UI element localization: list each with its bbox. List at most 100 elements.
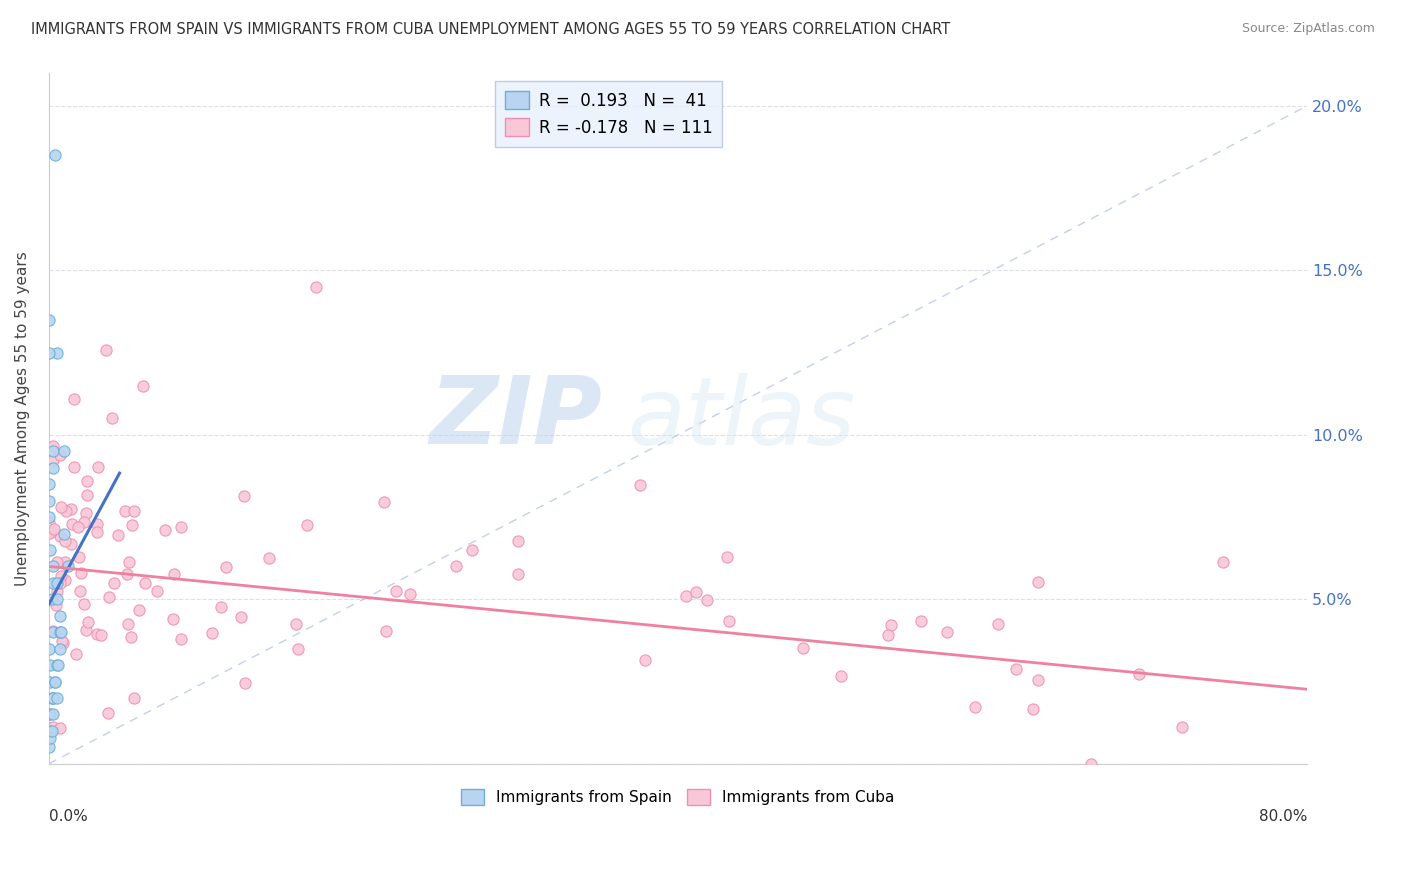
- Point: [41, 592, 63, 607]
- Point: [877, 627, 900, 641]
- Point: [170, 519, 193, 533]
- Point: [38, 477, 60, 491]
- Point: [75, 506, 97, 520]
- Point: [51, 569, 73, 583]
- Point: [49, 608, 72, 623]
- Text: 80.0%: 80.0%: [1258, 809, 1308, 823]
- Point: [39, 674, 62, 689]
- Point: [42, 691, 65, 706]
- Point: [45, 691, 67, 706]
- Point: [86, 459, 108, 474]
- Point: [97, 590, 120, 604]
- Point: [70, 566, 93, 580]
- Point: [287, 641, 309, 656]
- Point: [49, 625, 72, 640]
- Point: [285, 617, 308, 632]
- Point: [117, 617, 139, 632]
- Point: [41, 720, 63, 734]
- Point: [231, 610, 253, 624]
- Point: [46, 658, 69, 673]
- Point: [51, 625, 73, 640]
- Point: [38, 510, 60, 524]
- Text: 0.0%: 0.0%: [49, 809, 87, 823]
- Point: [39, 723, 62, 738]
- Legend: Immigrants from Spain, Immigrants from Cuba: Immigrants from Spain, Immigrants from C…: [456, 782, 901, 812]
- Point: [44, 674, 66, 689]
- Point: [55, 504, 77, 518]
- Point: [53, 444, 76, 458]
- Point: [69, 584, 91, 599]
- Point: [45, 592, 67, 607]
- Point: [42, 444, 65, 458]
- Point: [115, 567, 138, 582]
- Point: [384, 583, 406, 598]
- Point: [38, 493, 60, 508]
- Point: [42, 439, 65, 453]
- Point: [233, 675, 256, 690]
- Point: [62, 460, 84, 475]
- Point: [45, 345, 67, 359]
- Point: [685, 585, 707, 599]
- Point: [55, 555, 77, 569]
- Point: [910, 614, 932, 628]
- Point: [209, 600, 232, 615]
- Point: [42, 624, 65, 638]
- Point: [39, 525, 62, 540]
- Point: [42, 691, 65, 706]
- Point: [114, 504, 136, 518]
- Point: [128, 603, 150, 617]
- Point: [162, 567, 184, 582]
- Point: [52, 636, 75, 650]
- Point: [60, 502, 83, 516]
- Point: [86, 525, 108, 540]
- Point: [53, 533, 76, 548]
- Point: [39, 658, 62, 673]
- Point: [100, 411, 122, 425]
- Point: [1026, 574, 1049, 589]
- Text: atlas: atlas: [627, 373, 856, 464]
- Point: [67, 520, 90, 534]
- Point: [107, 528, 129, 542]
- Point: [41, 453, 63, 467]
- Point: [49, 529, 72, 543]
- Point: [506, 567, 529, 582]
- Point: [965, 700, 987, 714]
- Point: [120, 630, 142, 644]
- Point: [39, 731, 62, 745]
- Point: [42, 707, 65, 722]
- Point: [214, 560, 236, 574]
- Point: [41, 723, 63, 738]
- Point: [1171, 720, 1194, 734]
- Text: ZIP: ZIP: [430, 372, 602, 465]
- Point: [460, 543, 482, 558]
- Point: [45, 575, 67, 590]
- Point: [46, 584, 69, 599]
- Point: [121, 518, 143, 533]
- Point: [73, 515, 96, 529]
- Point: [38, 515, 60, 529]
- Point: [62, 516, 84, 531]
- Point: [41, 691, 63, 706]
- Point: [96, 343, 118, 357]
- Y-axis label: Unemployment Among Ages 55 to 59 years: Unemployment Among Ages 55 to 59 years: [15, 251, 30, 586]
- Point: [295, 517, 318, 532]
- Point: [45, 658, 67, 673]
- Point: [77, 615, 100, 629]
- Point: [38, 525, 60, 540]
- Point: [792, 641, 814, 656]
- Point: [132, 378, 155, 392]
- Point: [373, 495, 395, 509]
- Point: [86, 627, 108, 641]
- Point: [56, 559, 79, 574]
- Point: [62, 392, 84, 406]
- Text: Source: ZipAtlas.com: Source: ZipAtlas.com: [1241, 22, 1375, 36]
- Point: [696, 593, 718, 607]
- Point: [86, 517, 108, 532]
- Point: [49, 575, 72, 590]
- Point: [134, 576, 156, 591]
- Point: [75, 624, 97, 638]
- Point: [634, 653, 657, 667]
- Point: [1026, 673, 1049, 688]
- Point: [162, 612, 184, 626]
- Point: [60, 537, 83, 551]
